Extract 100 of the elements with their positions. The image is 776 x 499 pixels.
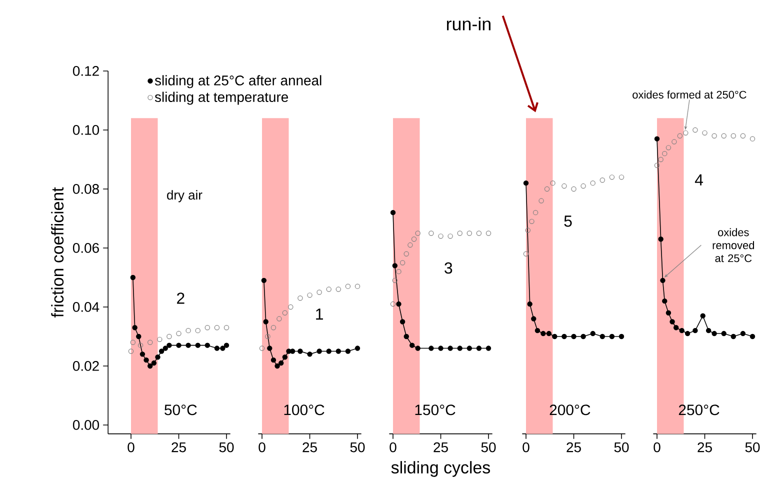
x-tick-label: 50 [614, 442, 629, 452]
point [750, 334, 756, 340]
y-tick-label: 0.04 [72, 302, 100, 312]
y-tick-label: 0.10 [72, 125, 100, 135]
point [670, 319, 675, 324]
point [195, 328, 200, 334]
point [354, 284, 360, 289]
point [176, 342, 182, 348]
point [538, 198, 544, 204]
point [400, 319, 406, 324]
x-tick-label: 0 [522, 442, 530, 452]
x-tick-label: 25 [698, 442, 712, 452]
point [415, 346, 420, 351]
point [534, 328, 540, 334]
point [580, 183, 586, 189]
point [600, 334, 606, 340]
point [466, 230, 472, 236]
point [274, 363, 280, 369]
point [404, 251, 409, 256]
point [571, 186, 576, 192]
point [195, 342, 200, 348]
point [326, 286, 332, 292]
point [457, 346, 462, 351]
point [220, 346, 226, 351]
point [162, 346, 168, 351]
point [654, 136, 660, 142]
annotation: 1 [316, 308, 323, 320]
point [428, 230, 434, 236]
point [672, 139, 677, 144]
annotation: 4 [694, 174, 703, 186]
point [679, 328, 684, 334]
point [692, 328, 698, 334]
point [136, 334, 142, 340]
point [662, 298, 668, 304]
point [660, 278, 666, 284]
point [282, 354, 288, 360]
point [428, 346, 434, 351]
point [204, 325, 210, 330]
point [158, 348, 164, 354]
point [706, 328, 712, 334]
point [276, 316, 282, 322]
point [411, 236, 417, 242]
point [448, 346, 453, 351]
point [590, 330, 596, 336]
annotation: 250°C [678, 404, 720, 416]
y-tick-label: 0.12 [72, 66, 99, 76]
point [396, 301, 402, 307]
y-tick-label: 0.08 [72, 184, 99, 194]
point [140, 352, 146, 357]
annotation: 3 [444, 262, 452, 274]
point [148, 363, 153, 369]
annotation: 2 [177, 292, 184, 304]
point [288, 304, 294, 310]
x-tick-label: 25 [566, 442, 581, 452]
point [654, 162, 660, 168]
point [677, 133, 683, 138]
point [316, 290, 322, 295]
point [278, 360, 284, 366]
point [130, 274, 136, 280]
point [712, 330, 717, 336]
x-tick-label: 50 [481, 442, 496, 452]
point [562, 183, 567, 189]
point [546, 330, 552, 336]
x-tick-label: 25 [302, 442, 317, 452]
point [674, 325, 679, 330]
point [316, 348, 322, 354]
y-tick-label: 0.02 [72, 361, 99, 371]
annotation: 200°C [550, 404, 590, 416]
point [176, 330, 182, 336]
point [476, 230, 482, 236]
point [396, 268, 402, 274]
point [600, 178, 606, 183]
point [144, 357, 149, 363]
legend-label: sliding at temperature [154, 92, 288, 105]
point [128, 348, 134, 354]
x-tick-label: 0 [128, 442, 134, 452]
point [438, 346, 444, 351]
annotation: oxides formed at 250°C [632, 90, 746, 99]
point [265, 334, 270, 340]
y-tick-label: 0.00 [72, 420, 100, 430]
annotation: 100°C [284, 404, 324, 416]
annotation: dry air [167, 190, 202, 202]
point [390, 210, 396, 216]
point [261, 278, 267, 284]
x-axis-title: sliding cycles [391, 461, 490, 477]
point [590, 180, 596, 186]
point [552, 334, 558, 340]
point [730, 133, 736, 138]
point [345, 348, 351, 354]
point [214, 325, 220, 330]
point [721, 330, 726, 336]
point [267, 346, 272, 351]
point [486, 230, 492, 236]
x-tick-label: 50 [219, 442, 234, 452]
point [157, 336, 162, 342]
point [750, 136, 756, 142]
point [298, 348, 303, 354]
point [336, 348, 342, 354]
point [523, 180, 529, 186]
point [214, 346, 220, 351]
